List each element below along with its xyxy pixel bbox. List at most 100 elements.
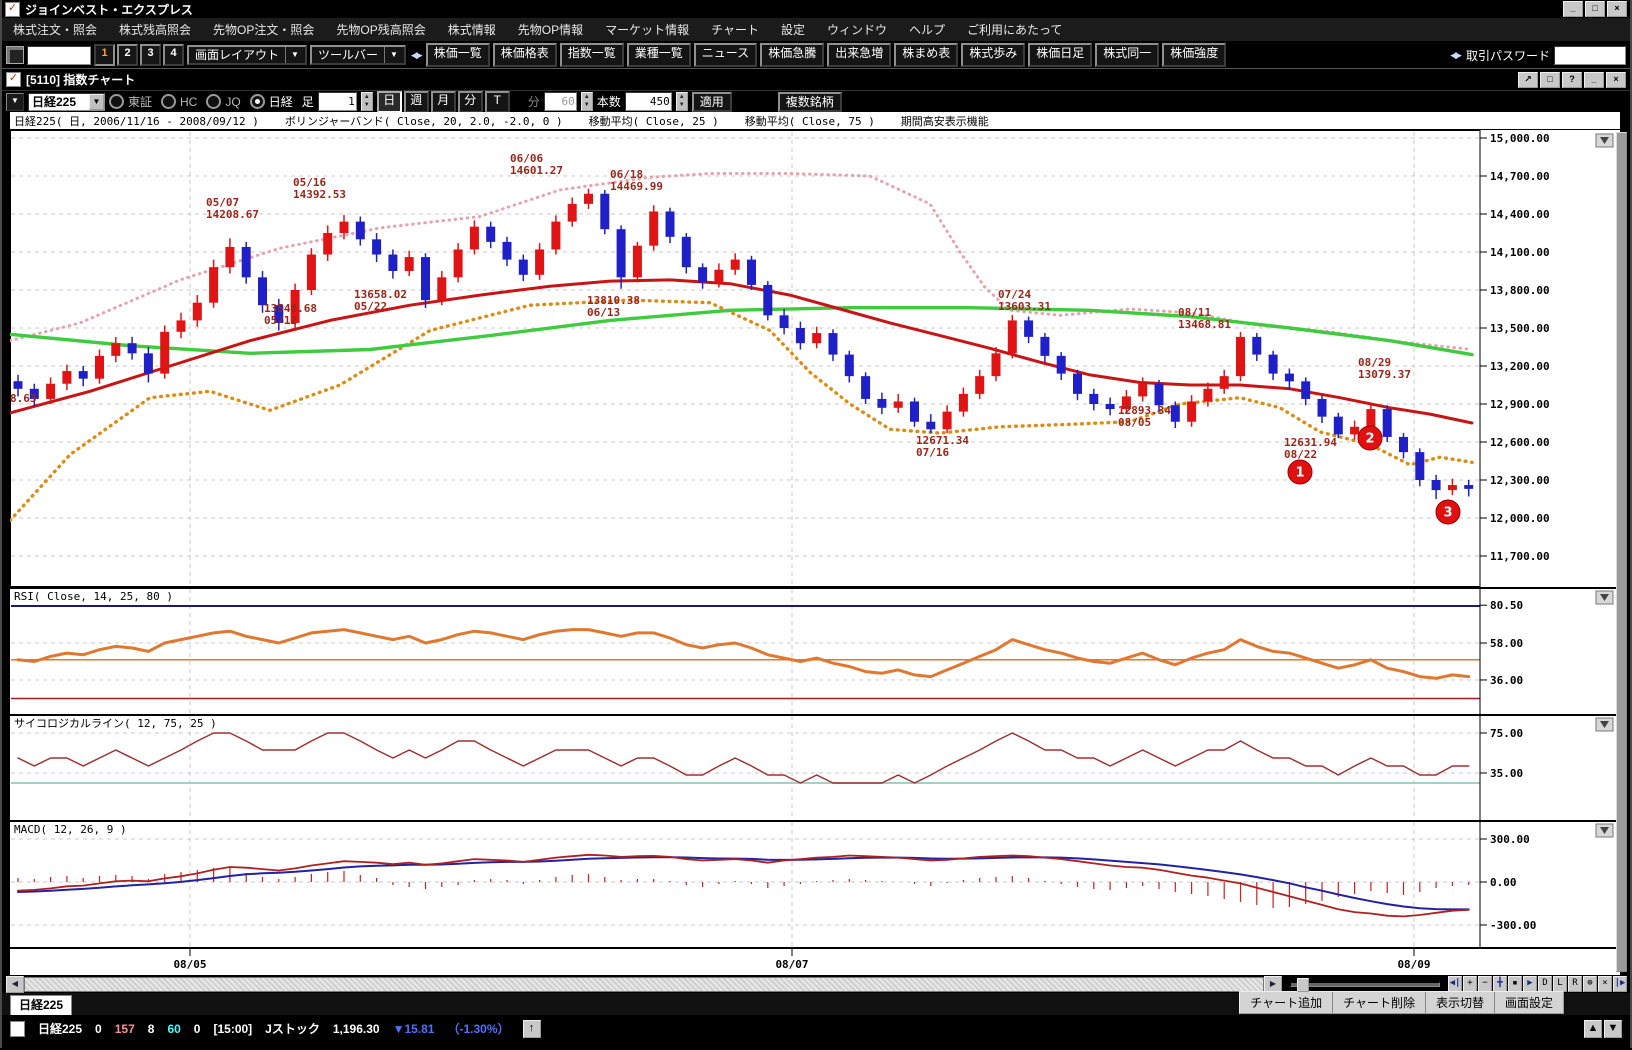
toolbar-button-株価一覧[interactable]: 株価一覧 — [425, 43, 490, 67]
radio-HC[interactable] — [161, 94, 177, 109]
scroll-left-button[interactable]: ◀ — [6, 975, 24, 993]
ashi-count-input[interactable] — [317, 92, 357, 111]
button-画面設定[interactable]: 画面設定 — [1504, 996, 1553, 1010]
spinner-icon[interactable]: ▲ ▼ — [360, 92, 373, 111]
symbol-select[interactable]: 日経225 ▼ — [28, 92, 105, 111]
toolbar-menu-button[interactable]: ツールバー ▼ — [309, 45, 406, 65]
period-日-button[interactable]: 日 — [376, 90, 402, 113]
screen-layout-menu-button[interactable]: 画面レイアウト ▼ — [187, 45, 307, 65]
toolbar-button-業種一覧[interactable]: 業種一覧 — [626, 43, 691, 67]
toolbar-button-株価強度[interactable]: 株価強度 — [1162, 43, 1227, 67]
chart-tool-+[interactable]: + — [1463, 976, 1477, 992]
rsi-panel[interactable]: 80.50 58.00 36.00 RSI( Close, 14, 25, 80 ) — [10, 587, 1620, 714]
chart-tool-D[interactable]: D — [1538, 976, 1552, 992]
period-月-button[interactable]: 月 — [430, 90, 456, 113]
radio-JQ[interactable] — [206, 94, 222, 109]
close-button[interactable]: × — [1606, 71, 1626, 88]
chart-tool-×[interactable]: × — [1598, 976, 1612, 992]
svg-text:35.00: 35.00 — [1490, 767, 1523, 780]
chart-tool-−[interactable]: − — [1478, 976, 1492, 992]
toolbar-button-株式歩み[interactable]: 株式歩み — [961, 43, 1026, 67]
close-button[interactable]: × — [1607, 1, 1627, 17]
chart-tool-╋[interactable]: ╋ — [1493, 976, 1507, 992]
layout-1-button[interactable]: 1 — [94, 44, 115, 66]
menu-item-ウィンドウ[interactable]: ウィンドウ — [827, 23, 888, 37]
up-arrow-button[interactable]: ↑ — [522, 1019, 541, 1038]
chevron-down-icon[interactable]: ▼ — [6, 92, 24, 111]
toolbar-button-株式同一[interactable]: 株式同一 — [1095, 43, 1160, 67]
popout-button[interactable]: ↗ — [1518, 71, 1538, 88]
quick-code-input[interactable] — [27, 45, 91, 65]
splitter-icon[interactable]: ◀▶ — [410, 49, 423, 60]
menu-item-株式残高照会[interactable]: 株式残高照会 — [119, 23, 192, 37]
chart-tool-L[interactable]: L — [1553, 976, 1567, 992]
vertical-scrollbar[interactable] — [1616, 132, 1627, 972]
menu-item-株式注文・照会[interactable]: 株式注文・照会 — [13, 23, 98, 37]
chart-tool-⊕[interactable]: ⊕ — [1583, 976, 1597, 992]
toolbar-button-株価格表[interactable]: 株価格表 — [492, 43, 557, 67]
toolbar-button-出来急増[interactable]: 出来急増 — [827, 43, 892, 67]
svg-text:14,700.00: 14,700.00 — [1490, 170, 1550, 183]
spinner-icon[interactable]: ▲ ▼ — [675, 92, 688, 111]
chart-tool-◀|[interactable]: ◀| — [1448, 976, 1462, 992]
chart-tool-|▶[interactable]: |▶ — [1613, 976, 1627, 992]
button-チャート追加[interactable]: チャート追加 — [1240, 992, 1334, 1013]
period-T-button[interactable]: T — [484, 90, 510, 113]
panel-scale-dropdown[interactable] — [1595, 590, 1614, 605]
menu-item-先物OP残高照会[interactable]: 先物OP残高照会 — [336, 23, 426, 37]
period-週-button[interactable]: 週 — [403, 90, 429, 113]
layout-2-button[interactable]: 2 — [117, 44, 138, 66]
chart-tool-▪[interactable]: ▪ — [1508, 976, 1522, 992]
scroll-up-button[interactable]: ▲ — [1584, 1019, 1602, 1038]
menu-item-マーケット情報[interactable]: マーケット情報 — [605, 23, 690, 37]
button-表示切替[interactable]: 表示切替 — [1426, 992, 1495, 1013]
minimize-button[interactable]: _ — [1563, 1, 1583, 17]
toolbar-button-指数一覧[interactable]: 指数一覧 — [559, 43, 624, 67]
menu-item-先物OP情報[interactable]: 先物OP情報 — [517, 23, 584, 37]
toolbar-button-株まめ表[interactable]: 株まめ表 — [894, 43, 959, 67]
zoom-slider-thumb[interactable] — [1297, 977, 1309, 992]
period-分-button[interactable]: 分 — [457, 90, 483, 113]
minimize-button[interactable]: _ — [1584, 71, 1604, 88]
menu-item-ヘルプ[interactable]: ヘルプ — [909, 23, 946, 37]
apply-button[interactable]: 適用 — [691, 91, 732, 112]
minutes-input[interactable] — [543, 92, 577, 111]
button-チャート削除[interactable]: チャート削除 — [1333, 992, 1426, 1013]
panel-scale-dropdown[interactable] — [1595, 133, 1614, 148]
spinner-icon[interactable]: ▲ ▼ — [580, 92, 593, 111]
panel-scale-dropdown[interactable] — [1595, 717, 1614, 732]
radio-日経[interactable] — [249, 94, 265, 109]
splitter-icon[interactable]: ◀▶ — [1450, 49, 1462, 60]
toolbar-button-株価日足[interactable]: 株価日足 — [1028, 43, 1093, 67]
restore-button[interactable]: □ — [1585, 1, 1605, 17]
macd-panel[interactable]: 300.00 0.00 -300.00 MACD( 12, 26, 9 ) — [10, 820, 1620, 947]
scroll-right-button[interactable]: ▶ — [1264, 975, 1282, 993]
chart-tool-R[interactable]: R — [1568, 976, 1582, 992]
panel-scale-dropdown[interactable] — [1595, 823, 1614, 838]
chart-tool-▶[interactable]: ▶ — [1523, 976, 1537, 992]
bar-count-input[interactable] — [624, 92, 672, 111]
status-value: 8 — [147, 1021, 155, 1036]
menu-item-先物OP注文・照会[interactable]: 先物OP注文・照会 — [213, 23, 315, 37]
menu-item-チャート[interactable]: チャート — [711, 23, 759, 37]
toolbar-button-ニュース[interactable]: ニュース — [693, 43, 758, 67]
psychological-line-panel[interactable]: 75.00 35.00 サイコロジカルライン( 12, 75, 25 ) — [10, 714, 1620, 820]
help-button[interactable]: ? — [1562, 71, 1582, 88]
zoom-slider[interactable] — [1290, 977, 1440, 992]
multi-symbol-button[interactable]: 複数銘柄 — [777, 91, 842, 112]
layout-grid-icon[interactable] — [6, 46, 24, 64]
scroll-down-button[interactable]: ▼ — [1604, 1019, 1622, 1038]
menu-item-株式情報[interactable]: 株式情報 — [447, 23, 496, 37]
toolbar-button-株価急騰[interactable]: 株価急騰 — [760, 43, 825, 67]
status-checkbox[interactable] — [10, 1020, 25, 1037]
price-chart-panel[interactable]: 15,000.00 14,700.00 14,400.00 14,100.00 13,8… — [10, 130, 1620, 587]
cascade-button[interactable]: □ — [1540, 71, 1560, 88]
layout-3-button[interactable]: 3 — [140, 44, 161, 66]
radio-東証[interactable] — [109, 94, 124, 109]
menu-item-設定[interactable]: 設定 — [780, 23, 805, 37]
tab-nikkei225[interactable]: 日経225 — [10, 995, 73, 1015]
menu-item-ご利用にあたって[interactable]: ご利用にあたって — [967, 23, 1063, 37]
layout-4-button[interactable]: 4 — [163, 44, 184, 66]
trade-password-input[interactable] — [1554, 45, 1626, 65]
horizontal-scrollbar-track[interactable] — [24, 976, 1264, 992]
